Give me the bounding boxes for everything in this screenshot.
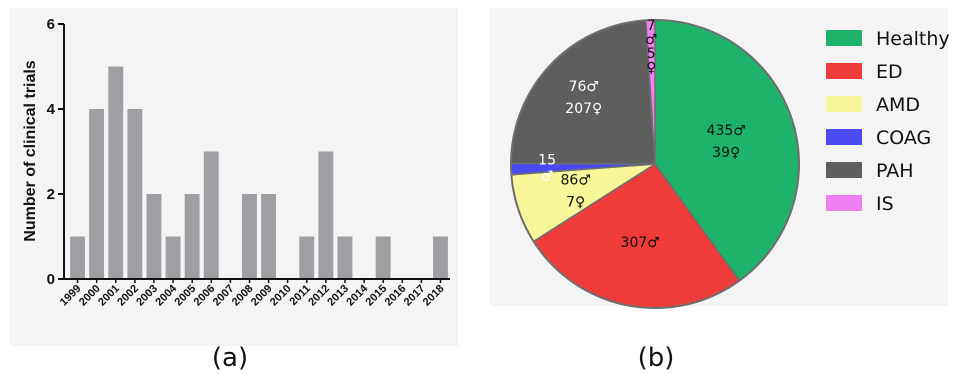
bar-2004 (165, 236, 181, 279)
bar-2018 (433, 236, 448, 279)
legend-swatch-amd (826, 96, 862, 112)
bar-plot-background (10, 8, 458, 346)
slice-label-pah: 76♂ (569, 79, 599, 95)
pie-chart: 435♂39♀307♂86♂7♀15♂76♂207♀7♂5♀ HealthyED… (490, 8, 950, 309)
slice-label-is: 5 (647, 46, 656, 62)
bar-1999 (70, 236, 85, 279)
legend-label-ed: ED (876, 61, 903, 83)
legend-swatch-coag (826, 129, 862, 145)
bar-2011 (299, 236, 315, 279)
slice-label-healthy: 435♂ (707, 123, 746, 139)
bar-2009 (261, 194, 276, 279)
legend-swatch-healthy (826, 30, 862, 46)
panel-label-b: (b) (638, 343, 675, 373)
bar-2001 (108, 66, 124, 279)
panel-label-a: (a) (212, 343, 248, 373)
bar-2003 (146, 194, 162, 279)
legend-label-coag: COAG (876, 127, 931, 149)
legend-label-pah: PAH (876, 160, 914, 182)
pie-labels: 435♂39♀307♂86♂7♀15♂76♂207♀7♂5♀ (538, 18, 746, 251)
legend-label-is: IS (876, 193, 894, 215)
bar-2008 (242, 194, 257, 279)
bar-2013 (337, 236, 353, 279)
slice-label-pah: 207♀ (565, 101, 602, 117)
legend-label-amd: AMD (876, 94, 920, 116)
slice-label-ed: 307♂ (621, 235, 660, 251)
slice-label-healthy: 39♀ (712, 145, 740, 161)
y-tick-label: 4 (47, 101, 56, 118)
slice-label-is: ♂ (645, 32, 658, 48)
slice-label-coag: ♂ (541, 169, 554, 185)
y-tick-label: 0 (47, 271, 55, 288)
legend-swatch-is (826, 195, 862, 211)
slice-label-is: 7 (647, 18, 656, 34)
legend-label-healthy: Healthy (876, 28, 950, 50)
slice-label-is: ♀ (646, 60, 656, 76)
slice-label-amd: 7♀ (566, 194, 585, 210)
bar-2005 (184, 194, 200, 279)
slice-label-amd: 86♂ (561, 172, 591, 188)
bar-2002 (127, 109, 143, 279)
slice-label-coag: 15 (538, 153, 556, 169)
bar-2000 (89, 109, 105, 279)
legend-swatch-pah (826, 162, 862, 178)
legend-swatch-ed (826, 63, 862, 79)
y-axis-label: Number of clinical trials (22, 60, 39, 241)
legend: Healthy ED AMD COAG PAH IS (826, 28, 950, 215)
y-tick-label: 2 (47, 186, 55, 203)
bars-layer (70, 66, 448, 279)
pie-outline (510, 19, 800, 309)
y-tick-label: 6 (47, 16, 55, 33)
bar-2015 (375, 236, 391, 279)
pie-layer (510, 19, 800, 309)
bar-2006 (203, 151, 219, 279)
bar-2012 (318, 151, 334, 279)
